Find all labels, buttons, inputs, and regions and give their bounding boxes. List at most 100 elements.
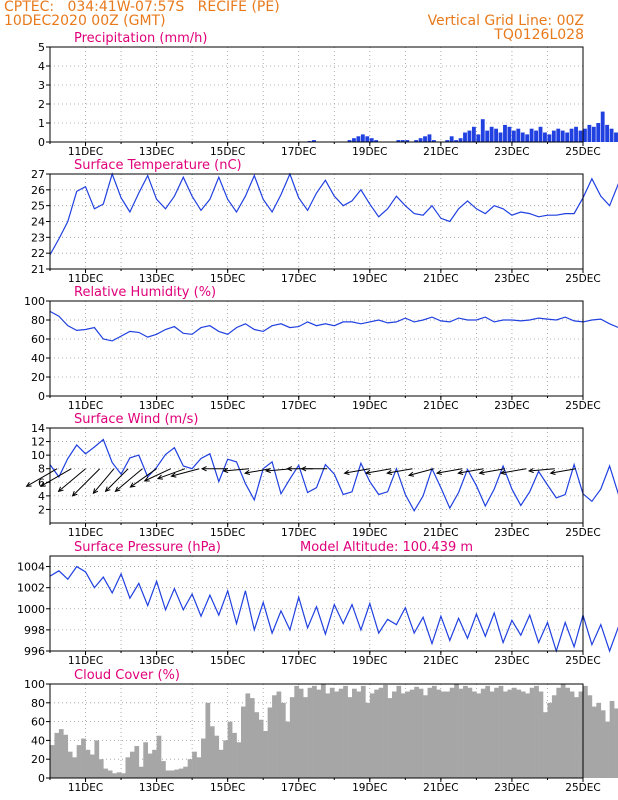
x-tick-label: 19DEC xyxy=(352,273,387,285)
x-tick-label: 21DEC xyxy=(423,655,458,667)
precip-bar xyxy=(560,130,565,142)
cloud-bar xyxy=(169,770,175,778)
cloud-bar xyxy=(543,712,548,778)
wind-arrow-head xyxy=(71,490,78,497)
wind-arrow xyxy=(58,468,86,492)
wind-arrow-head xyxy=(286,466,293,472)
wind-arrow-head xyxy=(25,481,32,487)
cloud-bar xyxy=(365,702,371,778)
cloud-bar xyxy=(503,691,508,778)
y-tick-label: 1002 xyxy=(17,582,45,595)
x-tick-label: 25DEC xyxy=(565,273,600,285)
rh-frame xyxy=(49,300,584,397)
cloud-bar xyxy=(125,757,131,778)
x-tick-label: 15DEC xyxy=(210,146,245,158)
x-tick-label: 19DEC xyxy=(352,400,387,412)
cloud-bar xyxy=(445,691,451,778)
wind-arrow xyxy=(130,468,157,488)
x-tick-label: 13DEC xyxy=(139,527,174,539)
wind-arrow xyxy=(144,468,172,482)
cloud-bar xyxy=(538,691,544,778)
cloud-bar xyxy=(423,695,428,778)
x-tick-label: 25DEC xyxy=(565,400,600,412)
x-tick-label: 23DEC xyxy=(494,527,529,539)
x-tick-label: 13DEC xyxy=(139,782,174,794)
cloud-bar xyxy=(178,768,184,778)
cloud-bar xyxy=(467,687,473,778)
y-tick-label: 14 xyxy=(31,422,45,435)
x-tick-label: 15DEC xyxy=(210,782,245,794)
pressure-frame xyxy=(49,555,584,652)
precip-bar xyxy=(396,140,401,142)
x-tick-label: 15DEC xyxy=(210,655,245,667)
cloud-bar xyxy=(507,689,513,778)
x-tick-label: 19DEC xyxy=(352,655,387,667)
header-run-date: 10DEC2020 00Z (GMT) xyxy=(4,13,166,29)
cloud-bar xyxy=(454,684,459,778)
wind-arrow-head xyxy=(104,486,111,493)
y-tick-label: 100 xyxy=(24,678,45,691)
y-tick-label: 22 xyxy=(31,247,45,260)
y-tick-label: 12 xyxy=(31,436,45,449)
wind-arrow xyxy=(40,468,72,487)
y-tick-label: 996 xyxy=(24,645,45,658)
x-tick-label: 13DEC xyxy=(139,273,174,285)
precip-frame xyxy=(49,46,584,143)
precip-bar xyxy=(494,128,499,142)
cloud-bar xyxy=(289,697,295,778)
wind-arrow-head xyxy=(200,466,207,472)
x-tick-label: 25DEC xyxy=(565,527,600,539)
x-tick-label: 13DEC xyxy=(139,146,174,158)
precip-bar xyxy=(520,132,525,142)
wind-arrow xyxy=(529,468,555,472)
y-tick-label: 2 xyxy=(38,98,45,111)
precip-chart: 0 1 2 3 4 5 11DEC 13DEC 15DEC 17DEC 19DEC 21DEC 23DE… xyxy=(38,31,618,158)
cloud-bar xyxy=(387,698,393,778)
wind-arrow-head xyxy=(407,471,415,477)
cloud-bar xyxy=(147,753,153,778)
precip-bar xyxy=(423,136,427,142)
wind-arrow-head xyxy=(364,469,371,476)
x-tick-label: 17DEC xyxy=(281,655,316,667)
wind-arrow-head xyxy=(129,482,136,488)
x-tick-label: 15DEC xyxy=(210,400,245,412)
cloud-bar xyxy=(334,691,340,778)
cloud-bar xyxy=(400,693,406,778)
wind-arrow-head xyxy=(170,472,177,478)
cloud-bar xyxy=(276,691,282,778)
wind-arrow xyxy=(245,468,271,474)
cloud-bar xyxy=(103,768,109,778)
precip-bar xyxy=(467,130,472,142)
rh-chart: 0 20 40 60 80 100 11DEC 13DEC 15DEC 17DEC 19DEC 21D… xyxy=(24,285,618,412)
cloud-bar xyxy=(298,688,304,778)
x-tick-label: 17DEC xyxy=(281,400,316,412)
wind-arrow-head xyxy=(156,474,163,480)
cloud-bar xyxy=(85,749,91,778)
y-tick-label: 25 xyxy=(31,200,45,213)
cloud-bar xyxy=(489,691,495,778)
x-tick-label: 23DEC xyxy=(494,782,529,794)
y-tick-label: 26 xyxy=(31,184,45,197)
precip-bar xyxy=(565,132,570,142)
x-tick-label: 17DEC xyxy=(281,527,316,539)
x-tick-label: 23DEC xyxy=(494,146,529,158)
temp-frame xyxy=(49,173,584,270)
precip-bar xyxy=(458,138,463,142)
cloud-bar xyxy=(263,731,268,778)
cloud-bar xyxy=(143,742,149,778)
wind-arrow xyxy=(500,468,527,474)
precip-bar xyxy=(551,130,556,142)
x-tick-label: 23DEC xyxy=(494,273,529,285)
cloud-bar xyxy=(605,721,610,778)
cloud-bar xyxy=(551,695,557,778)
precip-bar xyxy=(449,136,454,142)
cloud-bar xyxy=(396,685,402,778)
x-tick-label: 15DEC xyxy=(210,527,245,539)
wind-arrow-head xyxy=(114,486,121,493)
precip-bar xyxy=(480,119,485,142)
wind-arrow xyxy=(436,468,463,474)
precip-bar xyxy=(476,134,481,142)
y-tick-label: 40 xyxy=(31,352,45,365)
x-tick-label: 13DEC xyxy=(139,400,174,412)
